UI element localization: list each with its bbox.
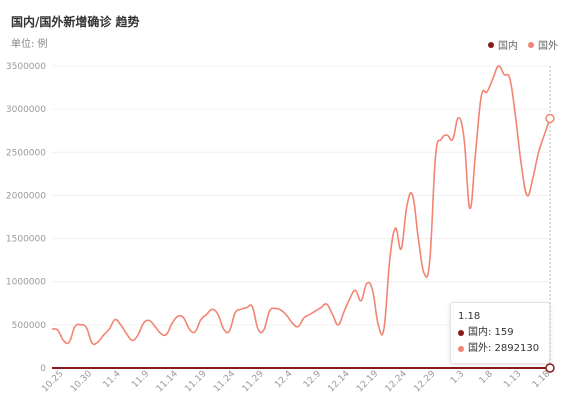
- legend-dot-icon: [488, 41, 494, 48]
- y-tick-label: 500000: [12, 321, 47, 331]
- y-tick-label: 1000000: [6, 278, 46, 288]
- legend-dot-icon: [528, 41, 534, 48]
- y-tick-label: 2500000: [6, 148, 46, 158]
- y-axis-tick-labels: 0 500000 1000000 1500000 2000000 2500000 30000…: [6, 62, 46, 374]
- series-lines: [51, 65, 551, 369]
- tooltip-dot-icon: [458, 346, 464, 352]
- y-tick-label: 2000000: [6, 191, 46, 201]
- tooltip-foreign-value: 国外: 2892130: [468, 343, 540, 354]
- tooltip-row-foreign: 国外: 2892130: [458, 341, 542, 357]
- y-tick-label: 3000000: [6, 105, 46, 115]
- x-tick-label: 12.9: [302, 369, 323, 390]
- x-tick-label: 11.29: [241, 369, 266, 394]
- series-line-foreign: [51, 65, 551, 346]
- chart-title: 国内/国外新增确诊 趋势: [11, 15, 140, 29]
- x-tick-label: 11.9: [130, 369, 151, 390]
- x-tick-label: 12.24: [384, 369, 409, 394]
- marker-domestic: [545, 363, 555, 373]
- x-tick-label: 11.4: [102, 369, 123, 390]
- x-tick-label: 12.19: [355, 369, 380, 394]
- x-tick-label: 11.19: [183, 369, 208, 394]
- tooltip-row-domestic: 国内: 159: [458, 325, 542, 341]
- tooltip-domestic-value: 国内: 159: [468, 327, 514, 338]
- marker-foreign: [545, 113, 555, 124]
- y-tick-label: 3500000: [6, 62, 46, 72]
- tooltip-date: 1.18: [458, 311, 481, 322]
- x-tick-label: 12.14: [326, 369, 351, 394]
- x-axis-tick-labels: 10.25 10.30 11.4 11.9 11.14 11.19 11.24 11.29 12…: [40, 369, 552, 394]
- x-tick-label: 11.14: [155, 369, 180, 394]
- x-tick-label: 12.29: [412, 369, 437, 394]
- legend: 国内 国外: [488, 37, 558, 52]
- legend-label-domestic: 国内: [498, 41, 518, 52]
- x-tick-label: 12.4: [273, 369, 294, 390]
- y-tick-label: 0: [40, 364, 46, 374]
- hover-markers: [545, 113, 555, 373]
- unit-label: 单位: 例: [11, 39, 48, 50]
- x-tick-label: 10.30: [69, 369, 94, 394]
- x-tick-label: 11.24: [212, 369, 237, 394]
- x-tick-label: 1.13: [502, 369, 523, 390]
- x-tick-label: 1.8: [478, 369, 495, 386]
- legend-label-foreign: 国外: [538, 41, 558, 52]
- tooltip: 1.18 国内: 159 国外: 2892130: [450, 302, 550, 364]
- legend-item-foreign[interactable]: 国外: [528, 37, 558, 52]
- tooltip-dot-icon: [458, 330, 464, 336]
- legend-item-domestic[interactable]: 国内: [488, 37, 518, 52]
- x-tick-label: 1.3: [449, 369, 466, 386]
- y-tick-label: 1500000: [6, 235, 46, 245]
